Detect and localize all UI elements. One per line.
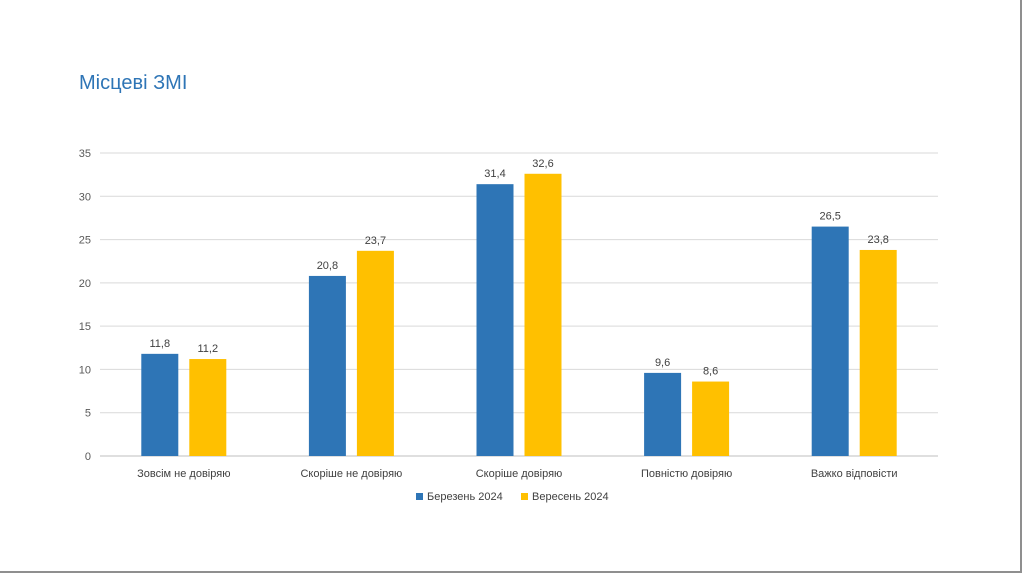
y-tick-label: 5 bbox=[85, 408, 91, 420]
data-label: 23,8 bbox=[867, 234, 888, 246]
bar-march bbox=[811, 226, 849, 456]
legend-label: Березень 2024 bbox=[427, 491, 503, 503]
x-tick-label: Скоріше довіряю bbox=[476, 468, 563, 480]
x-tick-label: Повністю довіряю bbox=[641, 468, 732, 480]
legend-swatch bbox=[521, 493, 528, 500]
legend-label: Вересень 2024 bbox=[532, 491, 609, 503]
data-label: 9,6 bbox=[655, 357, 670, 369]
data-label: 23,7 bbox=[365, 235, 386, 247]
y-tick-label: 25 bbox=[79, 235, 91, 247]
data-label: 32,6 bbox=[532, 158, 553, 170]
data-label: 26,5 bbox=[819, 211, 840, 223]
chart-title: Місцеві ЗМІ bbox=[79, 72, 188, 94]
bar-march bbox=[308, 275, 346, 456]
y-tick-label: 30 bbox=[79, 191, 91, 203]
y-tick-label: 20 bbox=[79, 278, 91, 290]
y-tick-label: 15 bbox=[79, 321, 91, 333]
y-tick-label: 10 bbox=[79, 364, 91, 376]
x-tick-label: Скоріше не довіряю bbox=[300, 468, 402, 480]
data-label: 11,8 bbox=[150, 338, 171, 350]
bar-march bbox=[476, 184, 514, 456]
bar-september bbox=[692, 381, 730, 456]
y-tick-label: 35 bbox=[79, 148, 91, 160]
bar-september bbox=[189, 359, 227, 456]
data-label: 20,8 bbox=[317, 260, 338, 272]
y-tick-label: 0 bbox=[85, 451, 91, 463]
bar-september bbox=[859, 249, 897, 456]
x-tick-label: Важко відповісти bbox=[811, 468, 898, 480]
data-label: 8,6 bbox=[703, 366, 718, 378]
bar-march bbox=[141, 353, 179, 456]
bar-march bbox=[644, 372, 682, 456]
bar-september bbox=[356, 250, 394, 456]
legend-swatch bbox=[416, 493, 423, 500]
data-label: 11,2 bbox=[198, 343, 219, 355]
bar-september bbox=[524, 173, 562, 456]
x-tick-label: Зовсім не довіряю bbox=[137, 468, 230, 480]
data-label: 31,4 bbox=[484, 168, 505, 180]
